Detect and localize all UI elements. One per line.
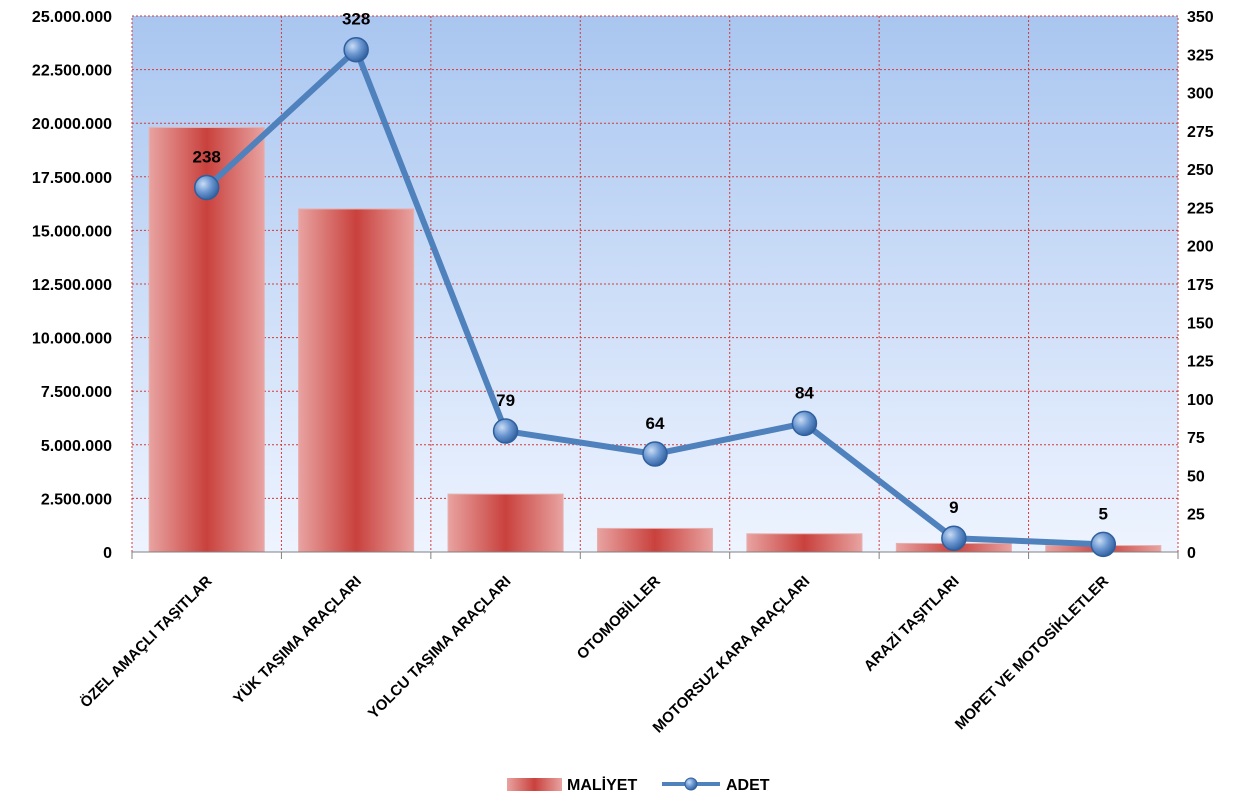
category-label: YÜK TAŞIMA ARAÇLARI [230,573,365,708]
adet-data-label: 64 [646,414,665,433]
legend: MALİYET ADET [507,776,770,794]
right-axis-tick-label: 175 [1187,277,1214,294]
left-axis-tick-label: 5.000.000 [41,438,112,455]
left-axis-tick-label: 15.000.000 [32,223,112,240]
category-label: ARAZİ TAŞITLARI [861,573,963,675]
right-axis-tick-label: 275 [1187,124,1214,141]
category-labels: ÖZEL AMAÇLI TAŞITLAR YÜK TAŞIMA ARAÇLARI Y… [77,573,1112,737]
right-axis-tick-label: 0 [1187,545,1196,562]
bar-maliyet [447,493,564,553]
legend-item-adet: ADET [662,777,770,794]
right-axis-tick-label: 25 [1187,507,1205,524]
adet-data-label: 79 [496,391,515,410]
legend-maliyet-swatch [507,778,562,791]
right-axis-tick-label: 325 [1187,47,1214,64]
category-label: MOPET VE MOTOSİKLETLER [952,573,1112,733]
category-label: MOTORSUZ KARA ARAÇLARI [650,573,814,737]
bar-maliyet [298,208,415,553]
right-axis-tick-label: 300 [1187,86,1214,103]
adet-marker [193,174,220,201]
right-axis-tick-label: 75 [1187,430,1205,447]
left-axis-tick-label: 2.500.000 [41,491,112,508]
left-axis-tick-label: 20.000.000 [32,116,112,133]
data-labels: 238 328 79 64 84 9 5 [193,10,1108,524]
left-axis-tick-label: 22.500.000 [32,63,112,80]
right-axis-tick-label: 150 [1187,315,1214,332]
right-axis-tick-label: 125 [1187,354,1214,371]
legend-item-maliyet: MALİYET [507,776,637,794]
right-axis-tick-label: 100 [1187,392,1214,409]
right-axis-tick-label: 200 [1187,239,1214,256]
left-axis-ticks: 0 2.500.000 5.000.000 7.500.000 10.000.000 12… [32,9,112,562]
adet-marker [791,410,818,437]
adet-line-series [193,36,1117,558]
legend-maliyet-label: MALİYET [567,776,637,794]
left-axis-tick-label: 12.500.000 [32,277,112,294]
left-axis-tick-label: 25.000.000 [32,9,112,26]
adet-marker [343,36,369,63]
left-axis-tick-label: 7.500.000 [41,384,112,401]
adet-data-label: 9 [949,498,958,517]
adet-data-label: 238 [193,148,221,167]
bar-maliyet [596,527,714,553]
left-axis-tick-label: 17.500.000 [32,170,112,187]
adet-data-label: 328 [342,10,370,29]
right-axis-tick-label: 50 [1187,468,1205,485]
adet-marker [1090,531,1117,558]
left-axis-tick-label: 0 [103,545,112,562]
adet-marker [492,418,519,444]
adet-data-label: 84 [795,383,814,402]
legend-adet-label: ADET [726,777,770,794]
bar-maliyet [746,533,863,553]
adet-marker [642,441,668,467]
category-label: YOLCU TAŞIMA ARAÇLARI [365,573,515,723]
adet-marker [941,525,967,551]
legend-adet-marker [684,777,698,791]
right-axis-tick-label: 350 [1187,9,1214,26]
adet-data-label: 5 [1099,504,1108,523]
right-axis-tick-label: 225 [1187,200,1214,217]
right-axis-tick-label: 250 [1187,162,1214,179]
bars [148,126,1162,553]
left-axis-tick-label: 10.000.000 [32,331,112,348]
right-axis-ticks: 0 25 50 75 100 125 150 175 200 225 250 275 300 325 350 [1187,9,1214,562]
category-label: OTOMOBİLLER [574,573,664,663]
axes [131,551,1179,559]
category-label: ÖZEL AMAÇLI TAŞITLAR [77,573,216,712]
